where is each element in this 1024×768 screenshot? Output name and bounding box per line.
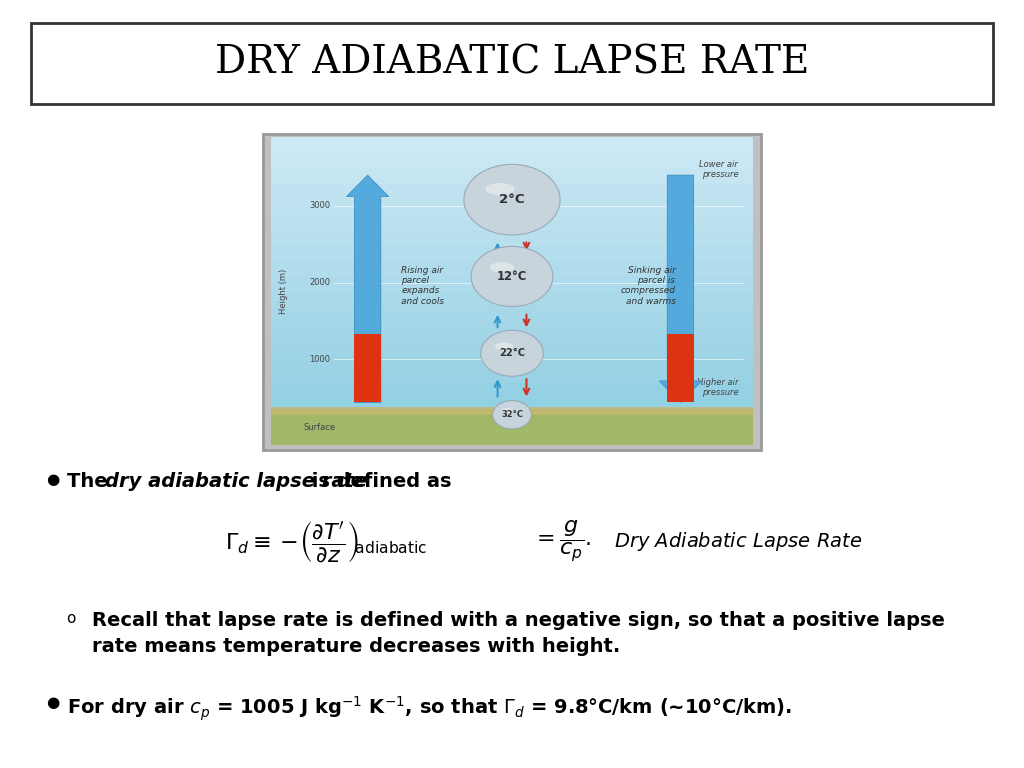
Bar [271,245,753,261]
Bar [271,383,753,399]
FancyArrow shape [346,175,389,402]
Text: dry adiabatic lapse rate: dry adiabatic lapse rate [105,472,368,492]
Text: Lower air
pressure: Lower air pressure [699,160,738,179]
Bar [271,429,753,445]
Bar [271,368,753,384]
Bar [271,230,753,246]
Text: 22°C: 22°C [499,348,525,359]
FancyArrow shape [659,175,701,402]
Bar [271,260,753,276]
Bar [271,407,753,415]
Bar [271,414,753,430]
Text: Rising air
parcel
expands
and cools: Rising air parcel expands and cools [401,266,444,306]
Bar [271,168,753,184]
Ellipse shape [495,343,514,350]
FancyBboxPatch shape [263,134,761,450]
Bar [271,137,753,154]
Text: o: o [67,611,76,626]
Text: 3000: 3000 [309,201,330,210]
Text: 1000: 1000 [309,355,330,364]
Text: Surface: Surface [303,422,336,432]
Text: Sinking air
parcel is
compressed
and warms: Sinking air parcel is compressed and war… [621,266,676,306]
FancyArrow shape [668,334,693,402]
Bar [271,184,753,200]
Bar [271,306,753,323]
Ellipse shape [471,247,553,306]
FancyArrow shape [354,334,381,402]
Text: ●: ● [46,695,59,710]
Text: $\Gamma_d \equiv -\!\left(\dfrac{\partial T^{\prime}}{\partial z}\right)_{\!\!\m: $\Gamma_d \equiv -\!\left(\dfrac{\partia… [225,519,428,564]
Bar [271,276,753,292]
Bar [271,199,753,215]
Bar [271,399,753,415]
Bar [271,291,753,307]
Text: $\mathit{Dry\ Adiabatic\ Lapse\ Rate}$: $\mathit{Dry\ Adiabatic\ Lapse\ Rate}$ [614,530,863,553]
Bar [271,409,753,445]
Text: 2000: 2000 [309,278,330,287]
Text: 2°C: 2°C [499,194,525,206]
Bar [271,337,753,353]
Bar [271,322,753,338]
Ellipse shape [493,401,531,429]
Bar [271,214,753,230]
Ellipse shape [480,330,544,376]
Text: Recall that lapse rate is defined with a negative sign, so that a positive lapse: Recall that lapse rate is defined with a… [92,611,945,630]
Text: Higher air
pressure: Higher air pressure [696,378,738,397]
Text: rate means temperature decreases with height.: rate means temperature decreases with he… [92,637,621,657]
Bar [271,153,753,169]
Bar [271,353,753,369]
Text: Height (m): Height (m) [279,270,288,314]
Ellipse shape [489,262,514,273]
Text: 32°C: 32°C [501,410,523,419]
Text: The: The [67,472,114,492]
Ellipse shape [502,408,513,413]
Text: ●: ● [46,472,59,488]
Text: For dry air $c_p$ = 1005 J kg$^{-1}$ K$^{-1}$, so that $\Gamma_d$ = 9.8°C/km (~1: For dry air $c_p$ = 1005 J kg$^{-1}$ K$^… [67,695,792,723]
Text: $= \dfrac{g}{c_p}.$: $= \dfrac{g}{c_p}.$ [532,518,592,564]
Ellipse shape [485,183,514,195]
Text: is defined as: is defined as [305,472,452,492]
Ellipse shape [464,164,560,235]
FancyBboxPatch shape [31,23,993,104]
Text: 12°C: 12°C [497,270,527,283]
Text: DRY ADIABATIC LAPSE RATE: DRY ADIABATIC LAPSE RATE [215,45,809,81]
